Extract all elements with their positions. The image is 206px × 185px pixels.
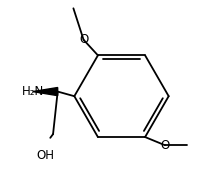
Text: O: O xyxy=(160,139,170,152)
Text: OH: OH xyxy=(37,149,55,162)
Text: O: O xyxy=(79,33,88,46)
Polygon shape xyxy=(33,88,58,96)
Text: H₂N: H₂N xyxy=(22,85,44,98)
